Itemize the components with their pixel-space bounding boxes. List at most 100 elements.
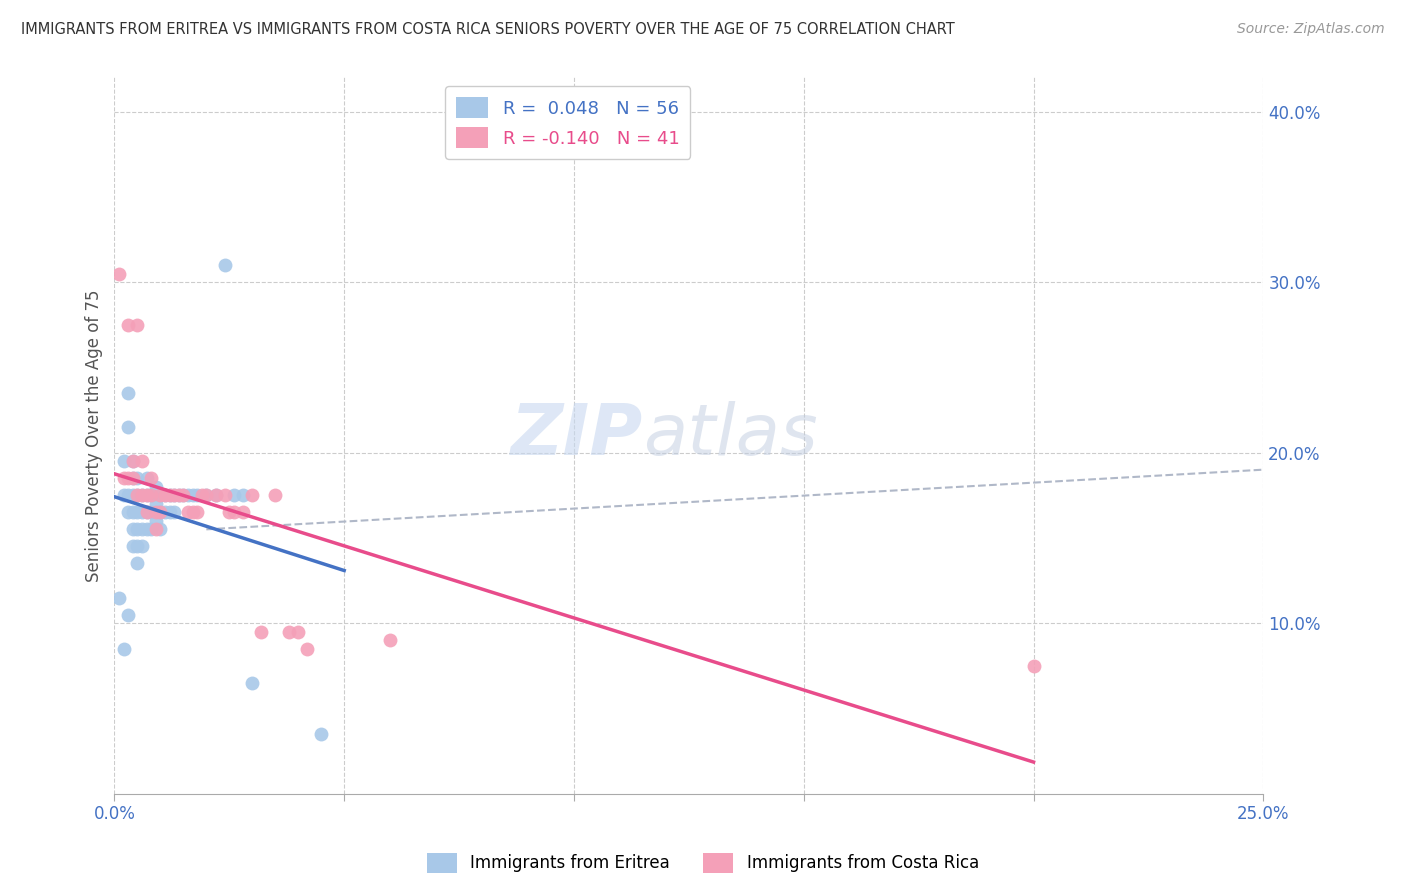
Point [121, 505, 143, 519]
Point [135, 488, 157, 502]
Point [145, 522, 167, 536]
Point [195, 488, 218, 502]
Point [121, 522, 143, 536]
Point [222, 488, 245, 502]
Point [117, 471, 139, 485]
Point [121, 454, 143, 468]
Point [127, 557, 149, 571]
Point [121, 540, 143, 554]
Point [108, 591, 131, 605]
Point [149, 488, 172, 502]
Point [117, 607, 139, 622]
Point [117, 385, 139, 400]
Point [112, 641, 135, 656]
Point [145, 480, 167, 494]
Point [232, 505, 254, 519]
Point [149, 522, 172, 536]
Point [127, 318, 149, 332]
Point [141, 488, 163, 502]
Point [159, 505, 181, 519]
Point [309, 727, 332, 741]
Point [250, 624, 273, 639]
Point [190, 488, 212, 502]
Point [195, 488, 218, 502]
Point [141, 488, 163, 502]
Point [135, 505, 157, 519]
Point [172, 488, 194, 502]
Point [378, 633, 401, 648]
Point [153, 488, 176, 502]
Point [278, 624, 301, 639]
Point [145, 497, 167, 511]
Point [153, 505, 176, 519]
Point [117, 505, 139, 519]
Point [131, 488, 153, 502]
Point [117, 420, 139, 434]
Point [214, 488, 236, 502]
Point [127, 488, 149, 502]
Point [117, 318, 139, 332]
Point [240, 488, 263, 502]
Point [135, 505, 157, 519]
Point [149, 488, 172, 502]
Point [135, 522, 157, 536]
Point [127, 522, 149, 536]
Point [112, 454, 135, 468]
Point [181, 505, 204, 519]
Point [108, 267, 131, 281]
Point [177, 488, 200, 502]
Point [214, 258, 236, 272]
Point [163, 488, 186, 502]
Point [141, 505, 163, 519]
Point [172, 488, 194, 502]
Point [121, 454, 143, 468]
Point [167, 488, 190, 502]
Point [141, 471, 163, 485]
Point [163, 488, 186, 502]
Point [240, 676, 263, 690]
Text: atlas: atlas [643, 401, 817, 470]
Point [218, 505, 240, 519]
Y-axis label: Seniors Poverty Over the Age of 75: Seniors Poverty Over the Age of 75 [86, 289, 103, 582]
Point [135, 488, 157, 502]
Point [127, 471, 149, 485]
Text: IMMIGRANTS FROM ERITREA VS IMMIGRANTS FROM COSTA RICA SENIORS POVERTY OVER THE A: IMMIGRANTS FROM ERITREA VS IMMIGRANTS FR… [21, 22, 955, 37]
Point [1022, 658, 1045, 673]
Text: Source: ZipAtlas.com: Source: ZipAtlas.com [1237, 22, 1385, 37]
Point [222, 505, 245, 519]
Point [204, 488, 226, 502]
Point [177, 505, 200, 519]
Point [117, 488, 139, 502]
Point [127, 488, 149, 502]
Point [121, 471, 143, 485]
Point [131, 522, 153, 536]
Point [159, 488, 181, 502]
Point [145, 514, 167, 528]
Point [297, 641, 319, 656]
Point [163, 505, 186, 519]
Point [131, 488, 153, 502]
Point [141, 522, 163, 536]
Point [204, 488, 226, 502]
Point [145, 505, 167, 519]
Point [131, 540, 153, 554]
Point [149, 505, 172, 519]
Point [131, 454, 153, 468]
Point [287, 624, 309, 639]
Legend: R =  0.048   N = 56, R = -0.140   N = 41: R = 0.048 N = 56, R = -0.140 N = 41 [446, 87, 690, 159]
Point [121, 471, 143, 485]
Point [112, 471, 135, 485]
Point [131, 505, 153, 519]
Point [127, 505, 149, 519]
Point [153, 488, 176, 502]
Point [121, 488, 143, 502]
Point [112, 488, 135, 502]
Point [181, 488, 204, 502]
Point [159, 488, 181, 502]
Text: ZIP: ZIP [510, 401, 643, 470]
Point [135, 471, 157, 485]
Point [186, 488, 208, 502]
Point [264, 488, 287, 502]
Point [186, 505, 208, 519]
Point [167, 488, 190, 502]
